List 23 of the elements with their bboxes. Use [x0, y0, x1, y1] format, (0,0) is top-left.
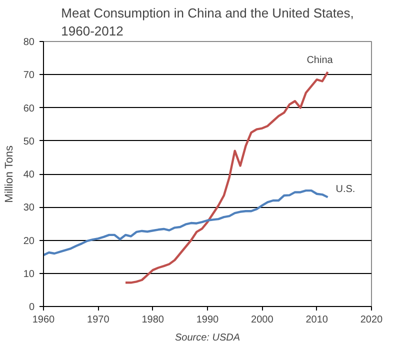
- source-note: Source: USDA: [174, 332, 240, 344]
- x-tick-label: 2000: [251, 314, 274, 326]
- y-tick-label: 50: [23, 136, 35, 148]
- line-series: [124, 70, 329, 284]
- x-tick-label: 2020: [360, 314, 384, 326]
- x-tick-label: 1990: [196, 314, 220, 326]
- y-tick-label: 0: [28, 302, 35, 313]
- y-tick-label: 70: [23, 70, 35, 82]
- line-series: [44, 189, 329, 256]
- y-tick-label: 40: [23, 170, 35, 180]
- y-tick-label: 30: [23, 202, 35, 214]
- y-tick-label: 80: [23, 37, 35, 48]
- x-tick-label: 1970: [87, 314, 110, 326]
- x-tick-label: 1960: [32, 314, 56, 326]
- y-tick-label: 10: [23, 268, 35, 280]
- x-tick-label: 1980: [142, 314, 164, 326]
- chart-title: Meat Consumption in China and the United States, 1960-2012: [61, 6, 354, 38]
- y-tick-label: 20: [23, 236, 35, 247]
- y-tick-label: 60: [23, 103, 35, 114]
- series-label: China: [306, 54, 334, 66]
- x-tick-label: 2010: [306, 314, 328, 326]
- series-label: U.S.: [336, 184, 356, 196]
- y-axis-title: Million Tons: [3, 144, 16, 203]
